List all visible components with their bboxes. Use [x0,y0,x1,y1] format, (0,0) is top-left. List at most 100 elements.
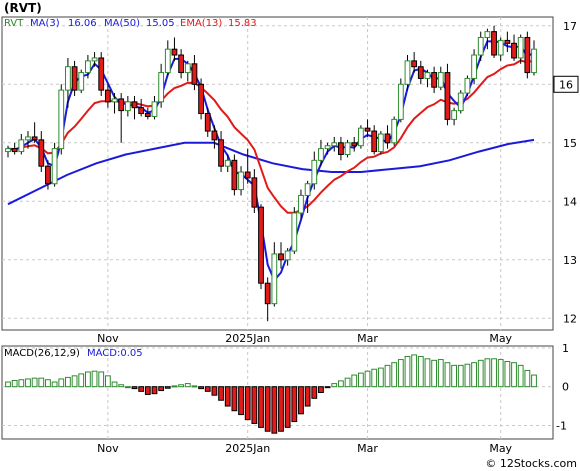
macd-bar [104,375,111,388]
candle-body-up [497,39,504,56]
candle-body-up [164,48,171,74]
copyright: © 12Stocks.com [485,457,577,470]
price-tick-label: 15 [563,137,577,150]
candle [164,40,171,76]
candle [411,52,418,73]
macd-plot-frame [1,345,554,440]
macd-bar [264,386,271,432]
macd-bar [85,371,91,388]
legend-ema13-label: EMA(13) [180,18,222,29]
candle-body-down [431,72,438,88]
last-price-marker: 16 [553,75,579,93]
macd-x-label: Nov [97,442,119,455]
candle [524,31,531,79]
candle-body-down [491,31,497,56]
macd-bar [258,386,264,428]
candle-body-up [397,83,404,120]
macd-x-label: Mar [357,442,378,455]
candle-body-up [377,133,384,153]
candle-body-down [204,113,211,132]
macd-bar [98,371,105,388]
price-x-label: Mar [357,332,378,345]
macd-bar [504,361,511,388]
macd-bar [78,373,85,388]
macd-bar [271,386,278,434]
candle [318,139,324,167]
candle-body-up [304,183,311,196]
macd-bar [251,386,258,424]
macd-bar [397,359,404,388]
macd-bar [124,386,131,389]
macd-bar [437,359,444,388]
candle-body-up [477,36,484,56]
macd-bar [178,384,185,388]
macd-bar [424,358,431,388]
macd-bar [198,386,204,390]
candle-body-up [298,194,304,214]
macd-bar [171,385,178,388]
candle-body-up [284,250,291,261]
macd-bar [151,386,158,395]
candle [104,84,111,108]
candle-body-up [471,54,477,79]
macd-panel: 10-1 Nov2025JanMarMayJulSep MACD(26,12,9… [1,342,569,455]
macd-bar [311,386,318,399]
legend-ma3-label: MA(3) [30,18,60,29]
candle-body-up [291,212,298,252]
macd-bar [291,386,298,423]
candle-body-down [31,136,38,141]
macd-x-label: 2025Jan [225,442,270,455]
candle [371,125,378,155]
candle-body-down [131,101,138,109]
candle-body-up [311,159,318,185]
candle-body-down [98,57,105,91]
candlestick-series [5,25,537,322]
candle-body-up [344,142,351,155]
candle-body-up [457,92,464,112]
macd-bar [517,364,524,388]
candle [377,131,384,155]
macd-bar [45,379,51,388]
candle [258,204,264,290]
candle [364,119,371,137]
candle [298,189,304,219]
candle [78,69,85,94]
candle-body-up [451,110,457,120]
candle [291,207,298,254]
candle [531,40,537,76]
candle [238,166,244,196]
macd-bar [531,374,537,388]
candle [251,169,258,213]
macd-bar [51,381,58,388]
candle-body-down [364,127,371,132]
candle [45,160,51,190]
candle-body-up [91,57,98,62]
candle [471,49,477,85]
ma50-line [7,138,535,206]
candle-body-down [338,142,344,155]
candle [284,248,291,266]
candle-body-up [437,72,444,88]
candle-body-down [218,139,224,167]
macd-bar [164,386,171,389]
macd-bar [411,354,418,388]
candle [424,69,431,88]
macd-x-axis-labels: Nov2025JanMarMayJulSep [97,442,512,455]
candle-body-down [417,66,424,79]
candle [464,75,471,96]
candle-body-down [104,89,111,103]
macd-bar [58,378,65,388]
macd-label: MACD(26,12,9) [4,348,80,359]
candle-body-up [51,148,58,185]
legend-ticker: RVT [4,18,24,29]
price-gridlines [2,17,553,330]
candle-body-up [5,148,11,153]
candle [218,131,224,173]
candle [71,60,78,96]
ma50-layer [7,138,535,206]
macd-bar [364,370,371,388]
macd-tick-label: 1 [562,342,569,355]
candle-body-down [371,130,378,153]
candle-body-up [224,159,231,167]
